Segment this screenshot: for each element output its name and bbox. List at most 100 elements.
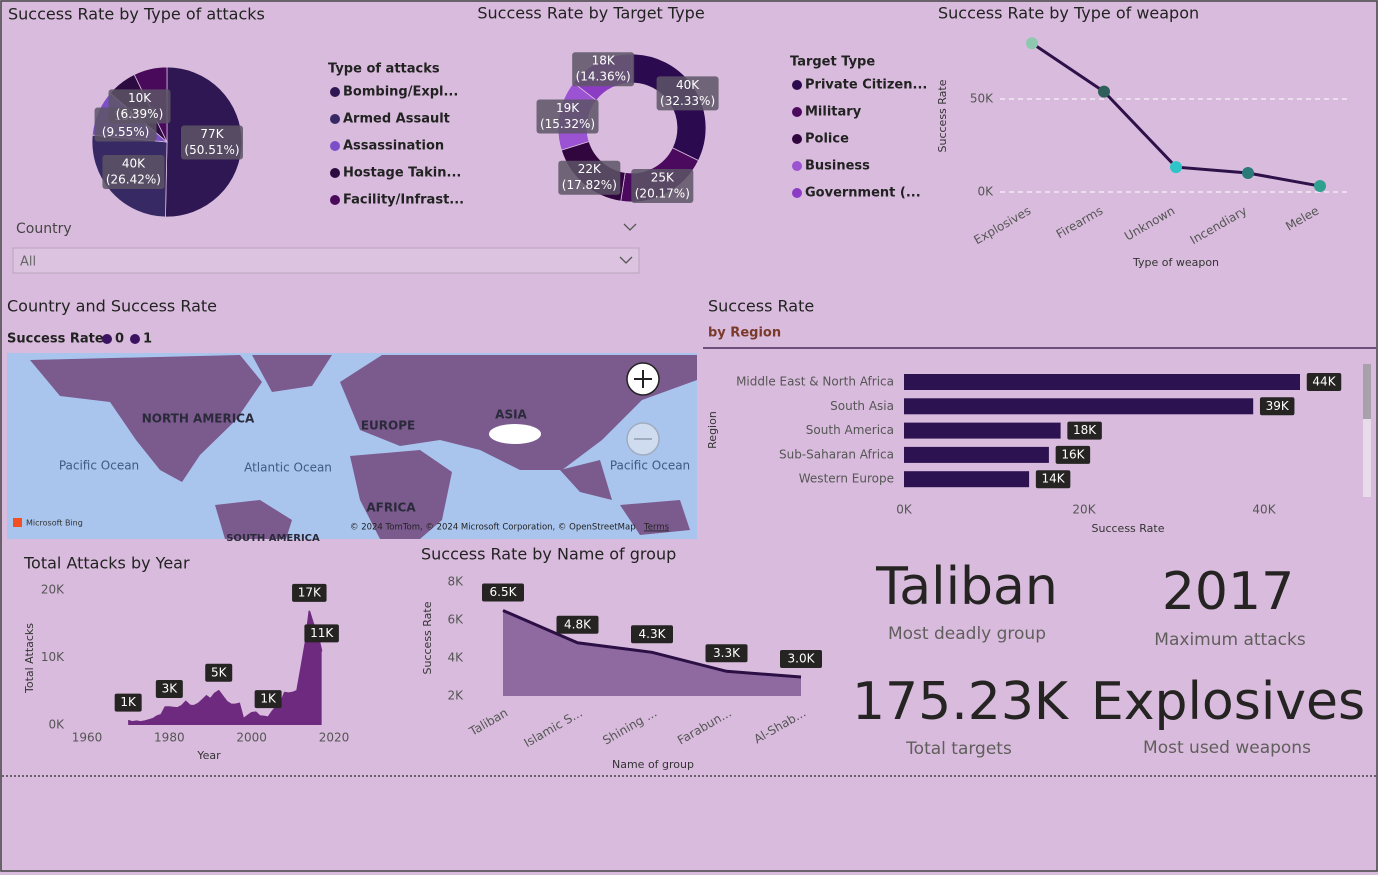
data-label-box xyxy=(205,663,233,682)
chart-title: Success Rate by Type of attacks xyxy=(8,5,265,24)
y-tick-label: 0K xyxy=(977,185,994,199)
ocean-label: Pacific Ocean xyxy=(610,459,690,473)
y-tick-label: 6K xyxy=(447,613,464,627)
data-label: 16K xyxy=(1061,447,1085,461)
scrollbar-track[interactable] xyxy=(1363,364,1371,497)
land xyxy=(620,500,690,535)
map-title: Country and Success Rate xyxy=(7,297,217,316)
data-label-box xyxy=(556,615,599,634)
x-tick-label: 2000 xyxy=(236,731,267,745)
card-value: Taliban xyxy=(875,557,1058,617)
country-slicer[interactable]: Country All xyxy=(12,221,640,274)
y-tick-label: Middle East & North Africa xyxy=(736,375,894,389)
legend-marker xyxy=(330,114,340,124)
data-label: 18K xyxy=(1073,423,1097,437)
data-label-box xyxy=(536,99,599,134)
chart-title: Success Rate by Name of group xyxy=(421,545,676,564)
zoom-out[interactable] xyxy=(626,422,660,456)
data-label-box xyxy=(1259,397,1295,416)
y-tick-label: 0K xyxy=(48,718,65,732)
y-tick-label: 8K xyxy=(447,575,464,589)
x-tick-label: 2020 xyxy=(319,731,350,745)
data-label: 19K xyxy=(556,101,580,115)
legend-item: Private Citizen... xyxy=(805,78,927,93)
bar xyxy=(904,471,1030,488)
data-label: (9.55%) xyxy=(102,125,149,139)
data-label-box xyxy=(656,76,719,111)
data-label: 4.3K xyxy=(639,627,667,641)
ocean-label: Pacific Ocean xyxy=(59,459,139,473)
slicer-value: All xyxy=(20,255,36,270)
area-line xyxy=(502,609,802,679)
data-label-box xyxy=(292,583,327,602)
data-label-box xyxy=(1035,470,1071,489)
legend-item: Bombing/Expl... xyxy=(343,85,458,100)
ocean-label: Atlantic Ocean xyxy=(244,461,332,475)
x-tick-label: 0K xyxy=(896,503,913,517)
data-label-box xyxy=(780,650,822,668)
chevron xyxy=(619,256,633,264)
y-tick-label: 50K xyxy=(970,92,994,106)
data-label: 40K xyxy=(676,78,700,92)
legend-marker xyxy=(792,134,802,144)
card-value: 2017 xyxy=(1162,562,1294,622)
map: NORTH AMERICA EUROPE ASIA AFRICA SOUTH A… xyxy=(7,353,697,544)
data-label-box xyxy=(180,125,243,160)
data-label: 11K xyxy=(310,626,334,640)
data-label: 17K xyxy=(298,585,322,599)
land xyxy=(350,450,452,539)
point xyxy=(1170,161,1182,174)
bar xyxy=(904,374,1300,390)
y-tick-label: 10K xyxy=(41,650,65,664)
map-label: EUROPE xyxy=(361,419,415,433)
legend-item: Military xyxy=(805,105,862,120)
x-tick-label: 1980 xyxy=(154,731,185,745)
data-label-box xyxy=(155,680,183,699)
legend-item: Government (... xyxy=(805,186,921,201)
chart-title: Success Rate xyxy=(708,297,814,316)
x-tick-label: 1960 xyxy=(72,731,103,745)
data-label-box xyxy=(1055,445,1091,464)
point xyxy=(1314,180,1326,193)
data-label: 14K xyxy=(1042,472,1066,486)
data-label-box xyxy=(558,160,621,195)
land xyxy=(30,355,262,482)
land-unmatched xyxy=(489,424,541,444)
zoom-in[interactable] xyxy=(626,362,660,396)
data-label-box xyxy=(572,52,635,87)
legend-marker xyxy=(330,141,340,151)
legend-marker xyxy=(792,188,802,198)
data-label-box xyxy=(1306,373,1342,391)
map-terms[interactable]: Terms xyxy=(643,523,670,533)
x-axis-title: Type of weapon xyxy=(1132,256,1219,269)
data-label-box xyxy=(254,690,282,709)
data-label-box xyxy=(631,169,694,204)
slicer-box[interactable] xyxy=(12,247,640,274)
data-label-box xyxy=(1067,421,1102,440)
legend-marker xyxy=(792,107,802,117)
data-label: (6.39%) xyxy=(116,107,163,121)
x-axis-title: Name of group xyxy=(612,758,694,771)
legend-marker xyxy=(330,195,340,205)
data-label: (17.82%) xyxy=(562,178,617,192)
legend-item: Facility/Infrast... xyxy=(343,193,464,208)
y-tick-label: Sub-Saharan Africa xyxy=(779,447,894,461)
legend-marker xyxy=(130,334,140,344)
bar xyxy=(904,422,1061,439)
land xyxy=(215,500,292,539)
data-label: 6.5K xyxy=(490,585,518,599)
data-label: 1K xyxy=(260,692,277,706)
map-attribution: © 2024 TomTom, © 2024 Microsoft Corporat… xyxy=(350,523,636,533)
legend-item: Hostage Takin... xyxy=(343,166,461,181)
legend-marker xyxy=(102,334,112,344)
brand-logo xyxy=(13,518,22,527)
data-label: 40K xyxy=(122,156,146,170)
scrollbar-thumb[interactable] xyxy=(1363,364,1371,419)
data-label: 3.3K xyxy=(713,646,741,660)
x-tick-label: 40K xyxy=(1252,503,1276,517)
card-label: Most deadly group xyxy=(888,624,1046,644)
chart-title: Total Attacks by Year xyxy=(23,554,190,573)
data-label: 77K xyxy=(200,127,224,141)
